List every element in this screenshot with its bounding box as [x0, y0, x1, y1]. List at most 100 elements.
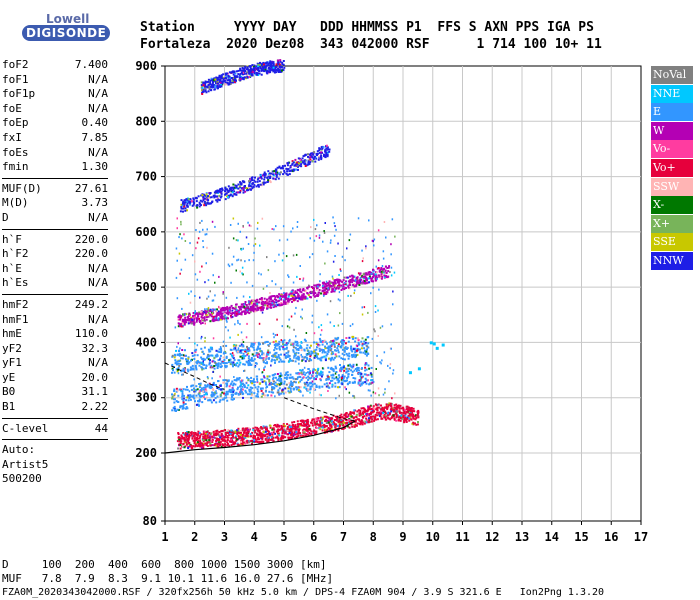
echo-point	[210, 89, 213, 92]
echo-point	[306, 428, 309, 431]
echo-point	[332, 342, 335, 345]
autoscale-info: 500200	[2, 472, 42, 486]
echo-point	[309, 429, 312, 432]
echo-point	[285, 372, 288, 375]
echo-point	[297, 357, 300, 360]
echo-point	[287, 295, 290, 298]
echo-point	[326, 288, 329, 291]
echo-point	[201, 194, 204, 197]
echo-point	[250, 358, 253, 361]
param-value: N/A	[88, 261, 108, 275]
param-row: yF2 32.3	[2, 342, 108, 357]
echo-point	[342, 427, 345, 430]
echo-point	[365, 379, 368, 382]
echo-point	[346, 377, 349, 379]
echo-point	[306, 423, 309, 425]
echo-point	[180, 206, 183, 208]
echo-point	[264, 173, 267, 176]
echo-point	[354, 351, 357, 354]
echo-point	[277, 432, 279, 435]
echo-point	[279, 60, 282, 63]
echo-point	[357, 348, 360, 351]
echo-point	[281, 432, 284, 434]
echo-point	[221, 315, 224, 318]
echo-point	[364, 276, 367, 279]
echo-point	[207, 399, 210, 402]
echo-point	[325, 430, 328, 433]
echo-point	[227, 185, 230, 188]
echo-point	[182, 200, 185, 203]
param-row: hmE 110.0	[2, 327, 108, 342]
echo-point	[261, 380, 264, 383]
echo-point	[267, 302, 270, 305]
echo-point	[410, 410, 413, 413]
echo-point	[211, 441, 214, 443]
echo-point	[242, 304, 245, 307]
param-label: h`Es	[2, 276, 29, 290]
echo-point	[325, 357, 327, 360]
param-label: M(D)	[2, 196, 29, 210]
echo-point	[295, 297, 298, 300]
echo-point	[408, 415, 411, 418]
echo-point	[328, 284, 331, 287]
echo-point	[361, 367, 363, 370]
echo-point	[239, 380, 242, 383]
echo-point	[280, 66, 283, 68]
echo-point	[292, 429, 295, 432]
echo-point	[239, 312, 242, 315]
echo-point	[200, 84, 203, 87]
param-value: 1.30	[81, 160, 109, 174]
echo-point	[342, 358, 344, 360]
echo-point	[299, 390, 302, 393]
echo-point	[249, 386, 252, 389]
echo-point	[232, 188, 235, 190]
echo-point	[274, 384, 277, 387]
echo-point	[357, 341, 360, 344]
param-label: fxI	[2, 130, 22, 144]
echo-point	[312, 371, 315, 374]
echo-point	[325, 425, 328, 428]
echo-point	[346, 370, 349, 373]
echo-point	[387, 417, 390, 420]
echo-point	[242, 72, 245, 75]
echo-point	[249, 188, 252, 191]
echo-point	[306, 432, 309, 435]
echo-point	[218, 400, 221, 403]
echo-point	[308, 432, 311, 434]
echo-point	[293, 293, 296, 296]
echo-point	[272, 66, 275, 69]
echo-point	[361, 344, 364, 347]
echo-point	[365, 413, 368, 415]
echo-point	[180, 203, 183, 206]
echo-point	[238, 377, 241, 379]
echo-point	[304, 360, 307, 363]
echo-point	[314, 432, 316, 435]
echo-point	[360, 383, 363, 386]
echo-point	[235, 439, 238, 442]
echo-point	[245, 307, 248, 310]
echo-point	[265, 433, 268, 436]
param-row: foE N/A	[2, 102, 108, 117]
echo-point	[186, 396, 189, 399]
echo-point	[291, 160, 294, 163]
echo-point	[326, 291, 329, 294]
x-tick-label: 14	[545, 530, 559, 544]
echo-point	[412, 415, 415, 417]
echo-point	[315, 354, 318, 357]
echo-point	[294, 428, 297, 431]
echo-point	[259, 428, 262, 431]
echo-point	[272, 177, 275, 180]
echo-point	[263, 380, 266, 383]
echo-point	[217, 190, 220, 193]
echo-point	[192, 322, 195, 325]
echo-point	[366, 345, 369, 348]
echo-point	[358, 414, 361, 417]
echo-point	[307, 434, 310, 437]
echo-point	[224, 198, 227, 201]
echo-point	[201, 442, 204, 445]
echo-point	[241, 355, 244, 358]
echo-point	[304, 295, 307, 298]
echo-point	[200, 356, 203, 359]
echo-point	[369, 417, 372, 420]
echo-point	[262, 434, 265, 437]
